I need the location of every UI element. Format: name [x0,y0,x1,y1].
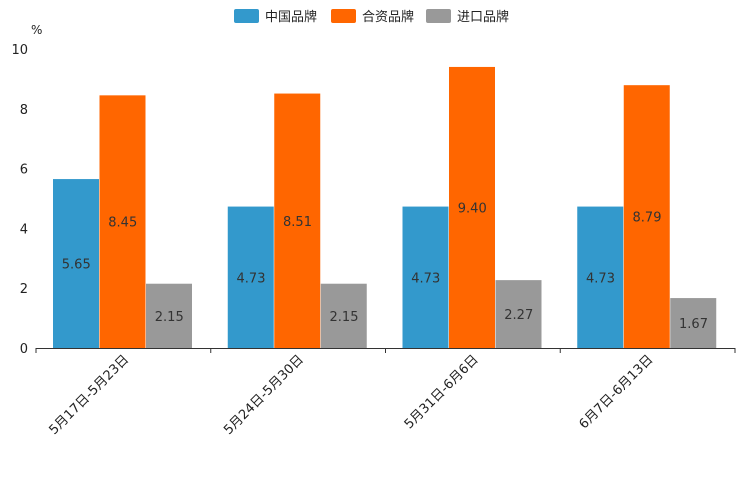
bar-3-1[interactable] [146,283,192,348]
data-label-3-4: 1.67 [679,317,708,332]
legend-swatch-2[interactable] [331,9,356,23]
bar-1-1[interactable] [53,179,99,348]
x-category-label-3: 5月31日-6月6日 [402,352,482,432]
legend-swatch-3[interactable] [426,9,451,23]
bar-3-2[interactable] [320,283,367,348]
y-tick-label-8: 8 [20,103,28,118]
data-label-1-2: 4.73 [237,271,266,286]
bar-2-1[interactable] [99,95,146,348]
bar-3-3[interactable] [495,280,542,348]
data-label-1-1: 5.65 [62,258,91,273]
legend-label-2[interactable]: 合资品牌 [362,9,414,25]
data-label-3-3: 2.27 [504,308,533,323]
bar-2-3[interactable] [449,66,495,348]
legend-label-3[interactable]: 进口品牌 [457,9,509,25]
data-label-1-4: 4.73 [586,271,615,286]
legend-label-1[interactable]: 中国品牌 [265,9,317,25]
y-tick-label-10: 10 [11,43,28,58]
bar-1-3[interactable] [402,206,449,348]
y-tick-label-4: 4 [20,222,28,237]
y-axis-ticks: 0 2 4 6 8 10 [11,43,28,357]
data-label-2-1: 8.45 [108,216,137,231]
y-tick-label-2: 2 [20,282,28,297]
x-category-label-2: 5月24日-5月30日 [221,352,307,438]
data-label-2-3: 9.40 [458,201,487,216]
bar-1-2[interactable] [227,206,274,348]
x-category-label-1: 5月17日-5月23日 [46,352,132,438]
data-label-1-3: 4.73 [411,271,440,286]
data-label-2-4: 8.79 [633,211,662,226]
bar-2-2[interactable] [274,93,321,349]
data-label-3-1: 2.15 [155,310,184,325]
y-tick-label-0: 0 [20,342,28,357]
legend: 中国品牌 合资品牌 进口品牌 [234,9,509,25]
bar-1-4[interactable] [577,206,624,348]
x-category-label-4: 6月7日-6月13日 [577,352,657,432]
data-label-2-2: 8.51 [283,215,312,230]
legend-swatch-1[interactable] [234,9,259,23]
y-axis-unit-label: % [31,23,42,37]
data-label-3-2: 2.15 [330,310,359,325]
y-tick-label-6: 6 [20,163,28,178]
bars: 5.65 8.45 2.15 4.73 8.51 2.15 4.73 9.40 2.27 4.73… [53,66,717,349]
bar-3-4[interactable] [670,298,717,348]
bar-2-4[interactable] [623,85,670,348]
x-axis: 5月17日-5月23日 5月24日-5月30日 5月31日-6月6日 6月7日-6月1… [35,348,736,438]
